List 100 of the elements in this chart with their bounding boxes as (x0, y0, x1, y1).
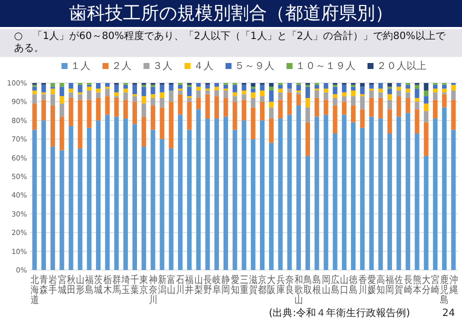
x-tick-label: 長崎 (404, 274, 412, 296)
bar (250, 88, 256, 92)
x-tick-label: 京都 (258, 274, 266, 296)
bar (50, 94, 56, 106)
bar (168, 90, 174, 102)
bar (142, 104, 146, 117)
bar (205, 94, 210, 119)
bar (78, 94, 82, 100)
bar (160, 84, 164, 92)
x-tick-label: 岡山 (322, 274, 330, 296)
bar (132, 84, 137, 94)
bar (314, 90, 320, 98)
x-tick-label: 岩手 (48, 274, 57, 296)
bar (123, 92, 128, 100)
bar (150, 86, 156, 94)
bar (68, 126, 74, 270)
bar (96, 120, 101, 270)
bar (396, 116, 402, 270)
legend-label: ２０人以上 (376, 60, 426, 72)
bar (187, 130, 192, 270)
x-tick-label: 静岡 (222, 274, 230, 296)
bar (414, 133, 420, 270)
bar (360, 109, 365, 128)
bar (406, 84, 410, 89)
bar (342, 114, 346, 270)
x-tick-label: 香川 (358, 274, 367, 296)
bar (442, 94, 447, 108)
x-tick-label: 秋田 (66, 274, 76, 296)
bar (278, 88, 283, 92)
x-tick-label: 愛知 (230, 274, 240, 296)
bar (114, 98, 119, 117)
bar (232, 84, 238, 92)
bar (68, 98, 74, 126)
bar (242, 84, 246, 90)
bar (196, 90, 201, 98)
x-tick-label: 大阪 (267, 274, 276, 296)
bar (86, 90, 92, 100)
bar (414, 109, 420, 134)
bar (86, 86, 92, 90)
bar (387, 83, 392, 87)
x-tick-label: 和歌山 (294, 274, 303, 306)
x-tick-label: 大分 (422, 274, 430, 296)
bar (160, 98, 164, 108)
x-tick-label: 埼玉 (120, 274, 130, 296)
x-tick-label: 熊本 (412, 274, 422, 296)
bar (406, 88, 410, 92)
bar (32, 130, 37, 270)
bar (132, 96, 137, 102)
x-tick-label: 島根 (312, 274, 321, 296)
x-tick-label: 新潟 (158, 274, 166, 296)
bar (224, 98, 228, 117)
bar (250, 98, 256, 108)
bar (60, 150, 64, 270)
bar (360, 128, 365, 270)
x-tick-label: 福岡 (386, 274, 394, 296)
bar (178, 90, 183, 94)
bar (296, 84, 301, 90)
bar (351, 86, 356, 90)
bar (414, 88, 420, 98)
bar (424, 96, 428, 104)
bar (224, 84, 228, 89)
bar (351, 90, 356, 96)
bar (105, 83, 110, 87)
bar (260, 102, 264, 120)
bar (78, 100, 82, 148)
bar (50, 146, 56, 270)
bar (168, 148, 174, 270)
bar (123, 84, 128, 89)
bar (278, 118, 283, 270)
bar (178, 114, 183, 270)
bar (205, 84, 210, 89)
bar (68, 92, 74, 98)
bar (232, 130, 238, 270)
bar (50, 83, 56, 87)
bar (451, 130, 456, 270)
x-tick-label: 鹿児島 (440, 274, 448, 306)
x-tick-label: 愛媛 (367, 274, 376, 296)
bar (250, 92, 256, 98)
bar (305, 98, 310, 108)
x-tick-label: 福井 (185, 274, 194, 296)
bar (187, 102, 192, 130)
bar (278, 84, 283, 89)
bar (287, 88, 292, 92)
bar (32, 86, 37, 90)
bar (41, 84, 46, 92)
bar (105, 88, 110, 96)
bar (396, 96, 402, 117)
bar (32, 90, 37, 94)
bar (214, 90, 219, 96)
bar (424, 122, 428, 156)
bar (41, 100, 46, 120)
bar (150, 130, 156, 270)
x-tick-label: 富山 (167, 274, 176, 296)
bar (242, 94, 246, 100)
bar (224, 90, 228, 98)
bar (68, 83, 74, 89)
bar (360, 83, 365, 87)
x-tick-label: 佐賀 (394, 274, 403, 296)
bar (387, 109, 392, 134)
bar (150, 98, 156, 106)
